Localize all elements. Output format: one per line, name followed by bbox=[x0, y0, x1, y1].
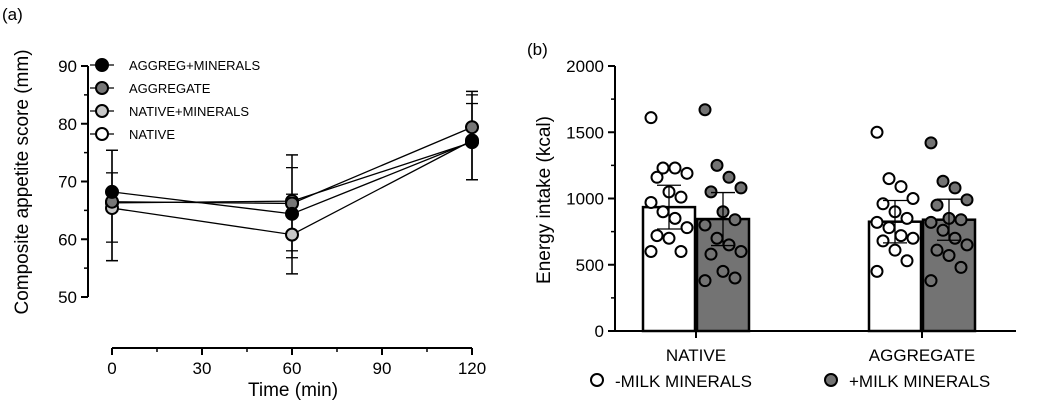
y-tick-label: 60 bbox=[58, 230, 77, 249]
x-tick-label: 60 bbox=[283, 359, 302, 378]
legend-marker bbox=[95, 104, 109, 118]
legend-label: +MILK MINERALS bbox=[849, 372, 990, 391]
data-point bbox=[876, 234, 890, 248]
data-point bbox=[698, 218, 712, 232]
data-point bbox=[722, 170, 736, 184]
data-point bbox=[698, 274, 712, 288]
y-tick-label: 1000 bbox=[566, 190, 604, 209]
legend-label: -MILK MINERALS bbox=[615, 372, 752, 391]
legend-label: AGGREGATE bbox=[129, 81, 211, 96]
data-point bbox=[285, 206, 299, 221]
data-point bbox=[882, 172, 896, 186]
data-point bbox=[716, 264, 730, 278]
data-point bbox=[734, 181, 748, 195]
data-point bbox=[710, 158, 724, 172]
data-point bbox=[960, 193, 974, 207]
legend-marker bbox=[590, 373, 604, 387]
legend-marker bbox=[95, 58, 109, 72]
x-tick-label: 0 bbox=[107, 359, 116, 378]
data-point bbox=[870, 125, 884, 139]
y-tick-label: 0 bbox=[595, 322, 604, 341]
x-axis-label: Time (min) bbox=[248, 380, 338, 401]
y-tick-label: 80 bbox=[58, 115, 77, 134]
data-point bbox=[930, 198, 944, 212]
data-point bbox=[900, 211, 914, 225]
y-axis-label: Composite appetite score (mm) bbox=[12, 49, 33, 314]
data-point bbox=[894, 229, 908, 243]
data-point bbox=[722, 238, 736, 252]
legend-marker bbox=[824, 373, 838, 387]
data-point bbox=[105, 184, 119, 199]
data-point bbox=[948, 181, 962, 195]
data-point bbox=[924, 274, 938, 288]
data-point bbox=[900, 254, 914, 268]
data-point bbox=[870, 215, 884, 229]
legend-marker bbox=[95, 127, 109, 141]
data-point bbox=[882, 221, 896, 235]
data-point bbox=[285, 227, 299, 242]
data-point bbox=[728, 271, 742, 285]
legend-label: NATIVE+MINERALS bbox=[129, 104, 249, 119]
panel-label-b: (b) bbox=[527, 40, 548, 59]
x-tick-label: AGGREGATE bbox=[869, 346, 975, 365]
data-point bbox=[734, 245, 748, 258]
y-tick-label: 2000 bbox=[566, 57, 604, 76]
data-point bbox=[668, 161, 682, 175]
y-tick-label: 90 bbox=[58, 57, 77, 76]
y-tick-label: 500 bbox=[576, 256, 604, 275]
data-point bbox=[644, 195, 658, 209]
data-point bbox=[704, 247, 718, 261]
data-point bbox=[680, 166, 694, 180]
y-axis-label: Energy intake (kcal) bbox=[534, 116, 555, 284]
data-point bbox=[870, 264, 884, 278]
data-point bbox=[662, 231, 676, 245]
legend-marker bbox=[95, 81, 109, 95]
data-point bbox=[936, 223, 950, 237]
data-point bbox=[942, 248, 956, 262]
data-point bbox=[668, 211, 682, 225]
x-tick-label: 90 bbox=[373, 359, 392, 378]
data-point bbox=[674, 190, 688, 204]
legend-label: NATIVE bbox=[129, 127, 175, 142]
data-point bbox=[650, 229, 664, 243]
data-point bbox=[704, 185, 718, 199]
data-point bbox=[954, 260, 968, 274]
data-point bbox=[644, 111, 658, 125]
data-point bbox=[894, 180, 908, 194]
data-point bbox=[465, 120, 479, 135]
data-point bbox=[906, 192, 920, 205]
x-tick-label: 120 bbox=[458, 359, 486, 378]
data-point bbox=[906, 231, 920, 245]
data-point bbox=[728, 213, 742, 227]
y-tick-label: 1500 bbox=[566, 123, 604, 142]
data-point bbox=[948, 231, 962, 245]
data-point bbox=[924, 215, 938, 229]
y-tick-label: 70 bbox=[58, 173, 77, 192]
x-tick-label: NATIVE bbox=[666, 346, 726, 365]
legend-label: AGGREG+MINERALS bbox=[129, 58, 260, 73]
data-point bbox=[680, 221, 694, 235]
y-tick-label: 50 bbox=[58, 288, 77, 307]
data-point bbox=[930, 243, 944, 257]
data-point bbox=[888, 243, 902, 257]
data-point bbox=[644, 245, 658, 258]
data-point bbox=[936, 174, 950, 188]
data-point bbox=[674, 245, 688, 258]
x-tick-label: 30 bbox=[193, 359, 212, 378]
panel-label-a: (a) bbox=[2, 5, 23, 24]
data-point bbox=[710, 231, 724, 245]
data-point bbox=[960, 238, 974, 252]
data-point bbox=[954, 213, 968, 227]
data-point bbox=[650, 170, 664, 184]
data-point bbox=[698, 103, 712, 117]
data-point bbox=[924, 136, 938, 150]
data-point bbox=[656, 205, 670, 219]
data-point bbox=[465, 134, 479, 149]
